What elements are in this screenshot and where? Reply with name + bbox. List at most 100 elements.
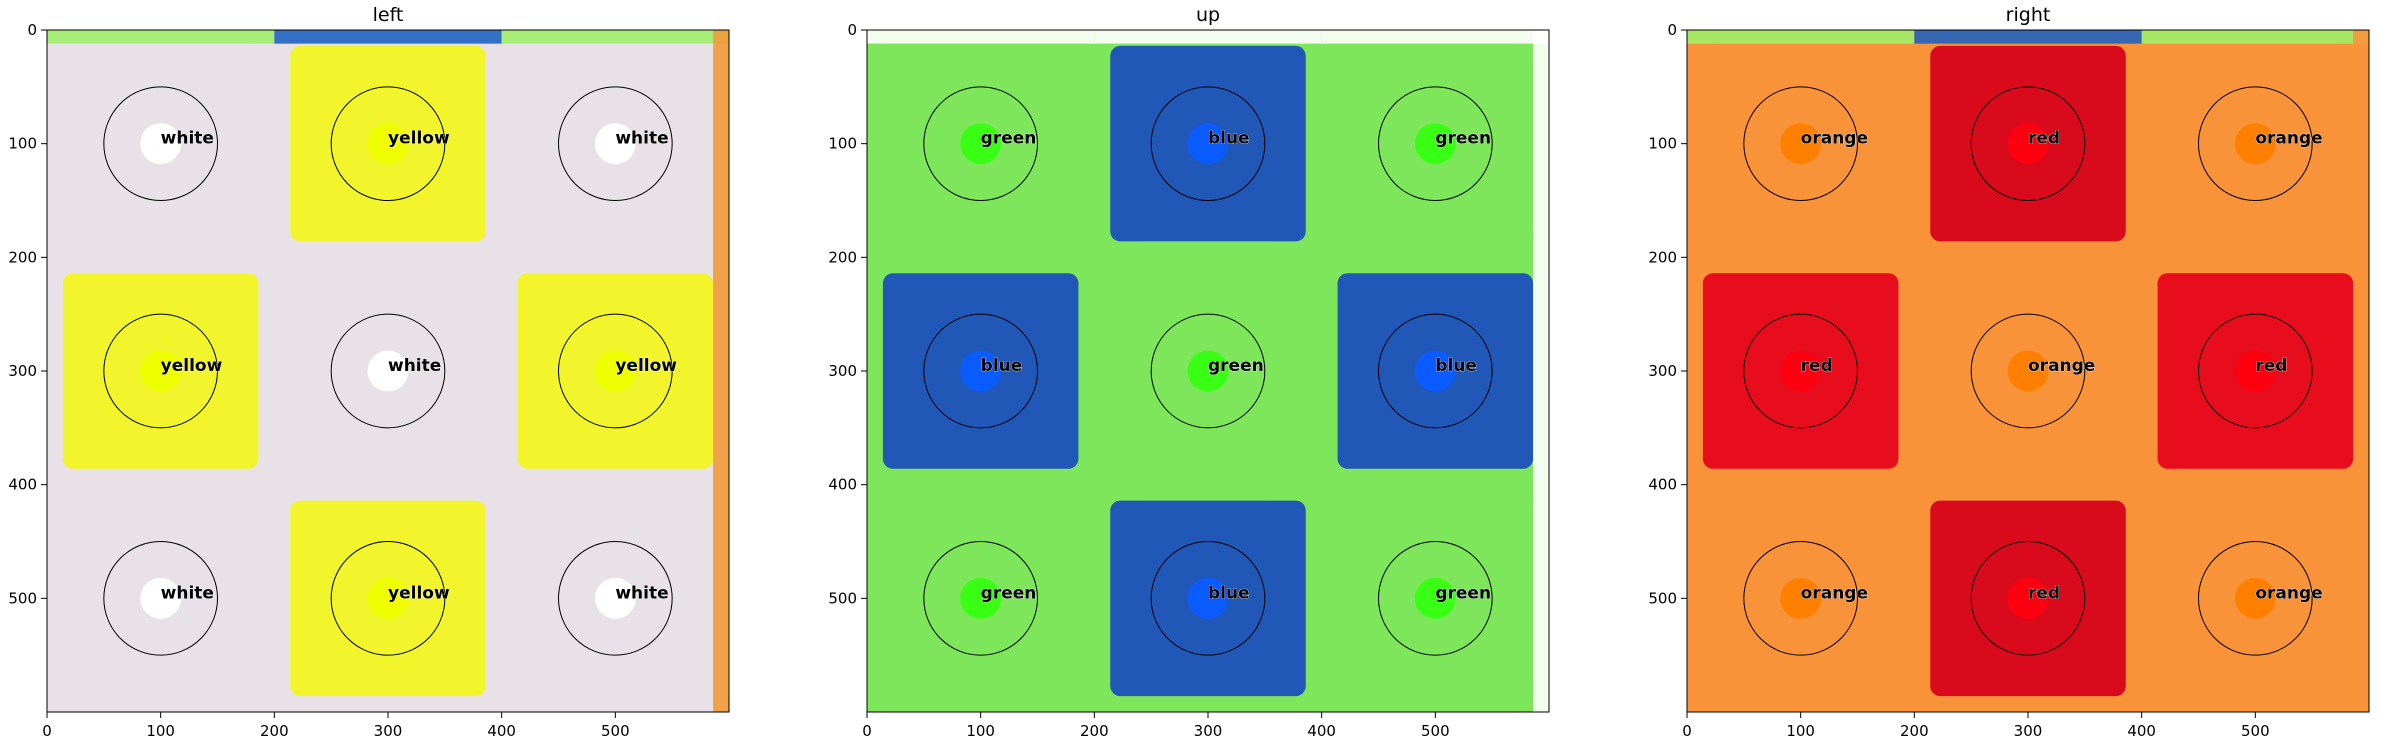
color-label: red [1801,356,1833,376]
detected-color-dot [2007,577,2049,619]
y-tick-label: 100 [1648,135,1677,153]
color-label: orange [1801,583,1868,603]
image-axes: orange red orange red orange red orange red oran… [1648,21,2370,740]
color-label: red [2028,583,2060,603]
sample-ring [557,540,673,656]
x-tick-label: 300 [374,722,403,740]
sample-ring [2197,540,2313,656]
detected-color-dot [367,350,409,392]
detected-color-dot [1187,577,1229,619]
sample-ring [1743,540,1858,656]
edge-strip [1687,30,1915,44]
color-label: yellow [615,356,677,376]
detected-color-dot [2234,577,2276,619]
edge-strip [1094,30,1322,44]
detected-color-dot [1414,123,1456,165]
x-tick-label: 100 [1786,722,1815,740]
x-tick-label: 300 [2014,722,2043,740]
panel-up: up green blue green blue green blue green blue gr… [820,0,1550,749]
color-label: white [388,356,441,376]
sample-ring [923,86,1038,201]
sample-ring [557,313,673,429]
y-tick-label: 300 [828,362,857,380]
image-axes: green blue green blue green blue green blue gree… [828,21,1550,740]
color-label: yellow [388,129,450,149]
x-tick-label: 0 [1682,722,1692,740]
image-axes: white yellow white yellow white yellow white ye… [8,21,730,740]
color-label: blue [981,356,1023,376]
edge-strip [501,30,729,44]
panel-left: left white yellow white yellow white yellow whi… [0,0,730,749]
sample-ring [1970,86,2086,201]
y-tick-label: 100 [8,135,37,153]
sample-ring [2197,313,2313,429]
sample-ring [103,540,218,656]
detected-color-dot [1187,350,1229,392]
x-tick-label: 500 [1421,722,1450,740]
detected-color-dot [594,577,636,619]
x-tick-label: 400 [487,722,516,740]
detected-color-dot [140,577,182,619]
sample-ring [103,313,218,429]
edge-strip [2141,30,2369,44]
sample-ring [557,86,673,201]
detected-color-dot [367,577,409,619]
detected-color-dot [594,350,636,392]
sample-ring [923,540,1038,656]
sample-ring [2197,86,2313,201]
y-tick-label: 200 [8,248,37,266]
y-tick-label: 100 [828,135,857,153]
color-label: blue [1208,129,1250,149]
y-tick-label: 400 [8,476,37,494]
edge-strip [2353,30,2369,712]
detected-color-dot [960,350,1002,392]
color-label: green [1435,129,1491,149]
sample-ring [330,86,446,201]
edge-strip [713,30,729,712]
detected-color-dot [140,350,182,392]
sample-ring [1377,540,1493,656]
y-tick-label: 300 [1648,362,1677,380]
detected-color-dot [2234,123,2276,165]
detected-color-dot [140,123,182,165]
y-tick-label: 500 [1648,589,1677,607]
detected-color-dot [1187,123,1229,165]
color-label: white [615,583,668,603]
sample-ring [1150,313,1266,429]
x-tick-label: 500 [2241,722,2270,740]
x-tick-label: 200 [1080,722,1109,740]
color-label: yellow [388,583,450,603]
detected-color-dot [594,123,636,165]
color-label: red [2255,356,2287,376]
x-tick-label: 100 [966,722,995,740]
detected-color-dot [1414,577,1456,619]
color-label: red [2028,129,2060,149]
y-tick-label: 400 [1648,476,1677,494]
detected-color-dot [2234,350,2276,392]
color-label: blue [1208,583,1250,603]
color-label: white [161,583,214,603]
color-label: blue [1435,356,1477,376]
detected-color-dot [1780,350,1822,392]
edge-strip [867,30,1095,44]
sample-ring [1377,313,1493,429]
detected-color-dot [1780,577,1822,619]
color-label: yellow [161,356,223,376]
sample-ring [1970,540,2086,656]
detected-color-dot [1780,123,1822,165]
edge-strip [1533,30,1549,712]
y-tick-label: 500 [8,589,37,607]
detected-color-dot [2007,123,2049,165]
color-label: orange [1801,129,1868,149]
color-label: orange [2028,356,2095,376]
x-tick-label: 400 [2127,722,2156,740]
x-tick-label: 0 [42,722,52,740]
sample-ring [330,540,446,656]
edge-strip [1321,30,1549,44]
y-tick-label: 0 [27,21,37,39]
y-tick-label: 300 [8,362,37,380]
color-label: orange [2255,583,2322,603]
edge-strip [1914,30,2142,44]
color-label: green [981,129,1037,149]
sample-ring [923,313,1038,429]
